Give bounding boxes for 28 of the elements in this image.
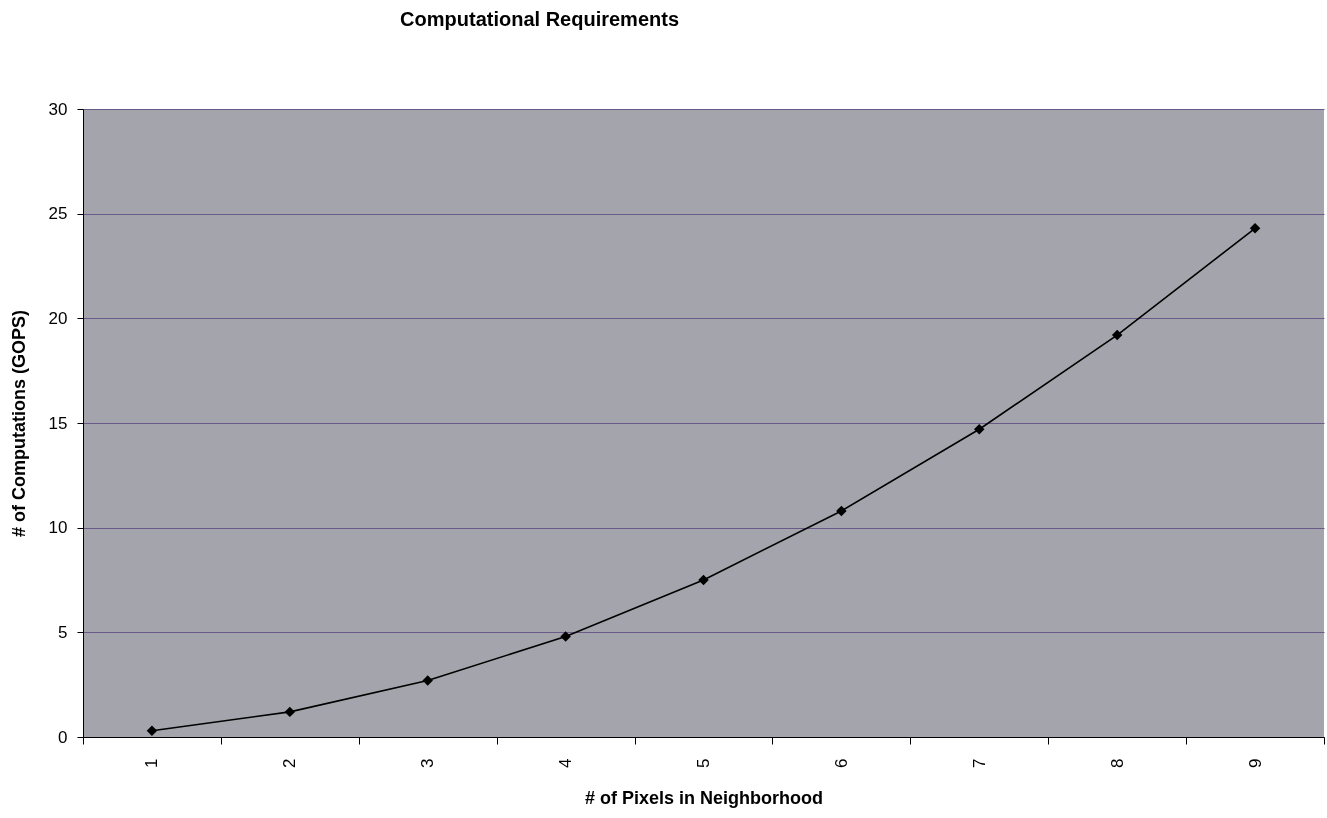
y-tick-label: 30 xyxy=(48,99,68,119)
point xyxy=(284,706,296,718)
point xyxy=(974,424,985,435)
point xyxy=(422,675,433,686)
x-tick-label: 4 xyxy=(556,758,576,768)
x-tick-label: 7 xyxy=(969,758,989,768)
point xyxy=(698,574,709,586)
y-tick-label: 15 xyxy=(48,413,68,433)
y-tick-label: 25 xyxy=(48,204,68,224)
x-tick-label: 1 xyxy=(142,758,162,768)
x-tick-label: 5 xyxy=(694,758,713,768)
x-tick-label: 3 xyxy=(418,758,438,768)
point xyxy=(1249,223,1261,234)
point xyxy=(560,631,571,642)
x-tick-label: 6 xyxy=(831,758,851,768)
x-tick-label: 2 xyxy=(280,758,300,768)
y-axis-title: # of Computations (GOPS) xyxy=(8,310,29,537)
x-axis-title: # of Pixels in Neighborhood xyxy=(584,787,824,808)
x-tick-label: 8 xyxy=(1107,758,1127,768)
point xyxy=(1111,329,1123,341)
y-tick-label: 0 xyxy=(58,727,68,747)
x-tick-label: 9 xyxy=(1245,758,1265,768)
y-tick-label: 10 xyxy=(48,518,68,538)
y-tick-label: 20 xyxy=(48,308,68,328)
chart-title: Computational Requirements xyxy=(400,8,680,30)
point xyxy=(146,725,158,736)
y-tick-label: 5 xyxy=(58,622,68,642)
point xyxy=(836,505,847,517)
